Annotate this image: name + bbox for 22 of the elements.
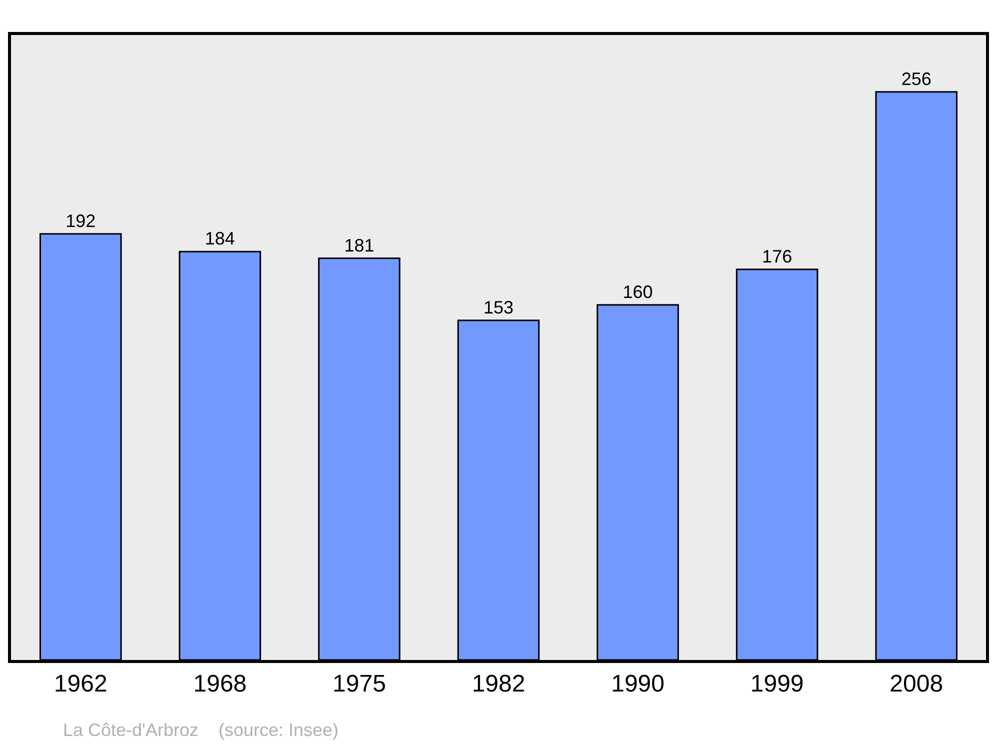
data-label: 181 [344,235,374,256]
bar [40,233,122,660]
x-tick-label: 1982 [472,670,526,698]
bar [178,250,262,660]
x-tick-label: 1968 [193,670,247,698]
data-label: 256 [901,68,932,89]
x-tick-label: 1962 [54,670,108,698]
data-label: 176 [762,246,792,266]
x-tick-label: 1999 [750,670,804,698]
data-label: 192 [66,210,96,231]
bar [736,268,818,660]
bar [457,320,540,660]
bar [318,258,400,660]
data-label: 184 [204,228,235,249]
bar [875,91,958,660]
data-label: 153 [483,297,514,318]
bar [596,304,679,660]
text: La Côte-d'Arbroz (source: Insee) [63,720,339,740]
x-tick-label: 2008 [890,670,944,698]
x-tick-label: 1990 [611,670,664,698]
data-label: 160 [622,282,653,302]
x-tick-label: 1975 [332,670,386,698]
